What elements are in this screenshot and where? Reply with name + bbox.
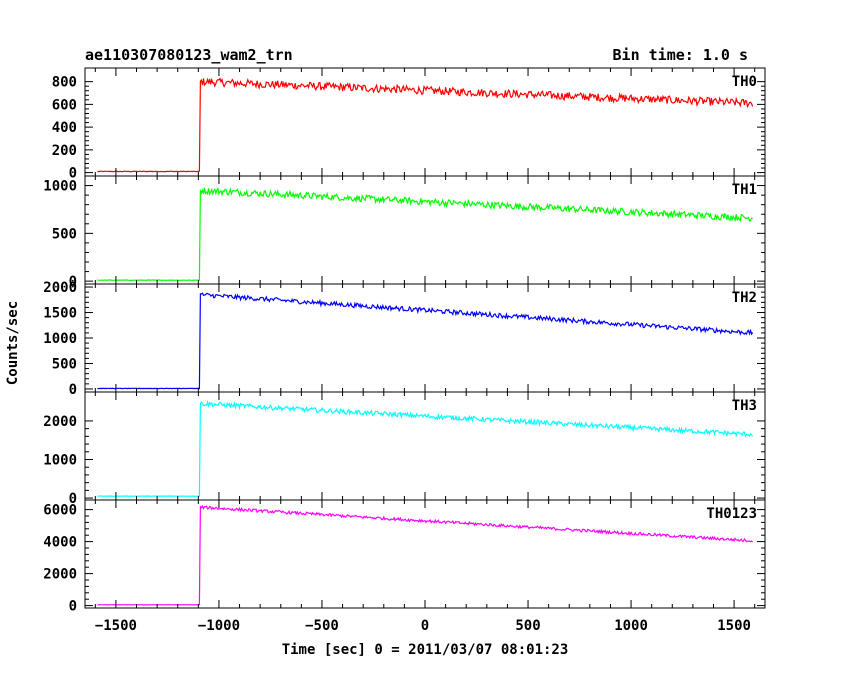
x-tick-label: −1000	[198, 618, 240, 634]
y-tick-label: 1500	[43, 306, 77, 322]
panel-th0: 0 200 400 600 800 TH0	[52, 67, 766, 182]
series-line-th2	[97, 292, 754, 390]
series-line-th1	[97, 187, 753, 282]
series-line-th3	[97, 400, 754, 498]
y-axis-label: Counts/sec	[5, 301, 21, 385]
y-tick-label: 6000	[43, 503, 77, 519]
y-tick-label: 800	[52, 75, 77, 91]
y-tick-label: 2000	[43, 280, 77, 296]
y-tick-label: 0	[69, 382, 77, 398]
series-line-th0	[97, 77, 754, 173]
panel-th3: 0 1000 2000 TH3	[43, 391, 766, 507]
y-tick-label: 200	[52, 143, 77, 159]
panel-th1: 0 500 1000 TH1	[43, 175, 766, 290]
chart-title: ae110307080123_wam2_trn	[85, 46, 293, 64]
panel-th0123: 0 2000 4000 6000 TH0123	[43, 499, 766, 615]
x-tick-label: 500	[515, 618, 540, 634]
series-name-label: TH2	[732, 290, 757, 306]
series-name-label: TH3	[732, 398, 757, 414]
y-tick-label: 2000	[43, 414, 77, 430]
y-tick-label: 0	[69, 166, 77, 182]
panel-frame	[84, 391, 766, 501]
x-tick-label: 0	[421, 618, 429, 634]
x-tick-label: 1000	[614, 618, 648, 634]
y-tick-label: 500	[52, 356, 77, 372]
panel-frame	[84, 175, 766, 285]
series-name-label: TH1	[732, 182, 757, 198]
x-tick-label: 1500	[717, 618, 751, 634]
y-tick-label: 600	[52, 97, 77, 113]
panel-frame	[84, 283, 766, 393]
panel-frame	[84, 499, 766, 609]
bin-time-label: Bin time: 1.0 s	[613, 46, 748, 64]
y-tick-label: 0	[69, 599, 77, 615]
y-tick-label: 2000	[43, 567, 77, 583]
panel-frame	[84, 67, 766, 177]
series-line-th0123	[97, 504, 754, 606]
plot-panels: 0 200 400 600 800 TH0 0 500 1000 TH1 0 500 1000 1500 2…	[43, 67, 766, 634]
x-tick-label: −500	[305, 618, 339, 634]
y-tick-label: 400	[52, 120, 77, 136]
series-name-label: TH0	[732, 74, 757, 90]
y-tick-label: 1000	[43, 453, 77, 469]
series-name-label: TH0123	[706, 506, 757, 522]
x-tick-label: −1500	[95, 618, 137, 634]
x-axis-label: Time [sec] 0 = 2011/03/07 08:01:23	[282, 642, 569, 658]
y-tick-label: 0	[69, 491, 77, 507]
y-tick-label: 500	[52, 226, 77, 242]
y-tick-label: 1000	[43, 331, 77, 347]
panel-th2: 0 500 1000 1500 2000 TH2	[43, 280, 766, 398]
y-tick-label: 1000	[43, 179, 77, 195]
y-tick-label: 0	[69, 274, 77, 290]
y-tick-label: 4000	[43, 535, 77, 551]
